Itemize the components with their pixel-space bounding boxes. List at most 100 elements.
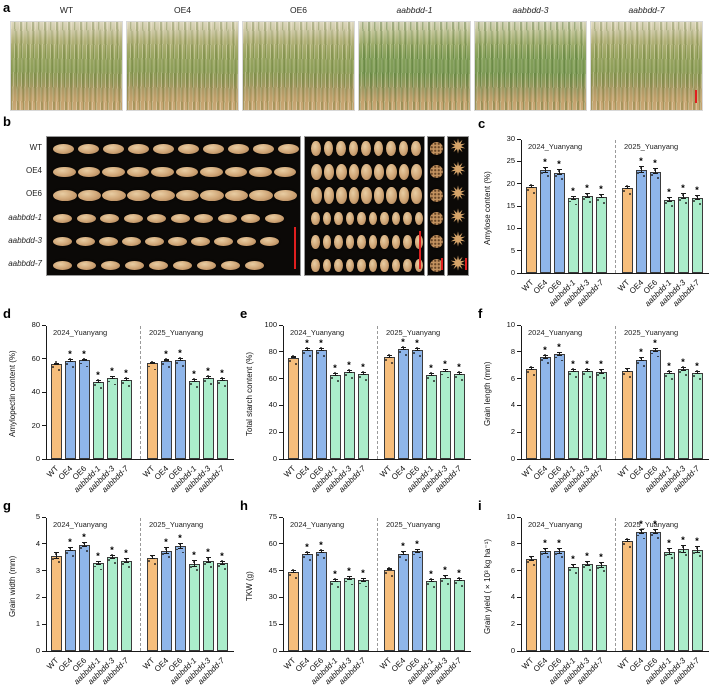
data-point-dot bbox=[651, 352, 653, 355]
data-point-dot bbox=[388, 566, 390, 569]
data-point-dot bbox=[679, 371, 681, 374]
error-bar-cap-bottom bbox=[694, 198, 700, 200]
bar-aabbdd-1 bbox=[567, 370, 579, 459]
bar-OE4 bbox=[64, 360, 76, 459]
plot-area: 0 1 2 3 4 5 2024_Yuanyang * * * * * 2025_Yuanyang * * *… bbox=[36, 512, 234, 655]
error-bar bbox=[586, 561, 588, 566]
y-tick-label: 15 bbox=[268, 619, 277, 629]
wheat-grain bbox=[311, 187, 322, 204]
significance-asterisk: * bbox=[401, 337, 405, 349]
field-photo bbox=[474, 21, 587, 111]
wheat-grain bbox=[214, 237, 233, 247]
significance-asterisk: * bbox=[347, 566, 351, 578]
group-divider bbox=[140, 518, 141, 651]
wheat-grain bbox=[175, 166, 198, 178]
data-point-dot bbox=[413, 553, 415, 556]
wheat-grain bbox=[334, 211, 343, 226]
wheat-grain bbox=[194, 214, 213, 224]
data-point-dot bbox=[637, 362, 639, 364]
data-point-dot bbox=[385, 571, 387, 574]
significance-asterisk: * bbox=[110, 544, 114, 556]
error-bar bbox=[558, 170, 560, 175]
wheat-grain bbox=[170, 214, 190, 224]
group-title: 2024_Yuanyang bbox=[528, 520, 583, 529]
wheat-grain bbox=[99, 237, 118, 247]
data-point-dot bbox=[128, 565, 130, 568]
data-point-dot bbox=[100, 568, 102, 571]
data-point-dot bbox=[665, 375, 667, 378]
panel-letter-c: c bbox=[478, 116, 486, 131]
wheat-grain bbox=[411, 163, 422, 180]
group-title: 2025_Yuanyang bbox=[624, 520, 679, 529]
wheat-grain bbox=[224, 166, 247, 178]
grain-row-label: aabbdd-7 bbox=[8, 259, 42, 269]
data-point-dot bbox=[699, 555, 701, 557]
data-point-dot bbox=[309, 559, 311, 561]
error-bar-cap-bottom bbox=[428, 581, 434, 583]
data-point-dot bbox=[461, 585, 463, 588]
wheat-grain bbox=[386, 141, 396, 157]
scale-bar bbox=[695, 90, 697, 103]
bar-aabbdd-7 bbox=[691, 197, 703, 273]
wheat-grain bbox=[53, 143, 74, 154]
wheat-grain bbox=[151, 189, 175, 202]
error-bar-cap-top bbox=[163, 547, 169, 549]
bar-WT bbox=[50, 364, 62, 459]
grain-row-label: aabbdd-1 bbox=[8, 212, 42, 222]
bar-aabbdd-1 bbox=[663, 373, 675, 459]
data-point-dot bbox=[151, 554, 153, 557]
error-bar bbox=[640, 167, 642, 173]
wheat-grain bbox=[103, 143, 124, 154]
significance-asterisk: * bbox=[585, 182, 589, 194]
wheat-grain bbox=[322, 211, 331, 226]
error-bar-cap-top bbox=[53, 362, 59, 364]
star-section-row bbox=[448, 230, 468, 253]
y-tick-mark bbox=[517, 596, 521, 598]
data-point-dot bbox=[637, 534, 639, 537]
data-point-dot bbox=[558, 351, 560, 354]
significance-asterisk: * bbox=[653, 338, 657, 350]
data-point-dot bbox=[125, 557, 127, 560]
data-point-dot bbox=[682, 366, 684, 369]
error-bar bbox=[544, 548, 546, 554]
data-point-dot bbox=[97, 560, 99, 563]
data-point-dot bbox=[558, 169, 560, 172]
bar-aabbdd-1 bbox=[567, 198, 579, 273]
wheat-grain bbox=[322, 235, 331, 249]
significance-asterisk: * bbox=[585, 550, 589, 562]
error-bar bbox=[221, 561, 223, 565]
field-photo-label: aabbdd-1 bbox=[396, 5, 433, 15]
field-photo-item: WT bbox=[10, 5, 123, 111]
significance-asterisk: * bbox=[347, 359, 351, 371]
y-tick-label: 60 bbox=[268, 538, 277, 548]
error-bar bbox=[544, 168, 546, 173]
data-point-dot bbox=[196, 386, 198, 389]
significance-asterisk: * bbox=[68, 349, 72, 361]
wheat-grain bbox=[200, 166, 223, 178]
data-point-dot bbox=[168, 556, 170, 559]
data-point-dot bbox=[111, 554, 113, 557]
y-tick-mark bbox=[517, 351, 521, 353]
panel-b-grain-images: WT OE4 OE6 aabbdd-1 aabbdd-3 aabbdd-7 bbox=[0, 116, 475, 300]
data-point-dot bbox=[682, 193, 684, 196]
wheat-grain bbox=[391, 211, 400, 226]
error-bar-cap-top bbox=[652, 167, 658, 169]
bar-aabbdd-1 bbox=[329, 580, 341, 651]
wheat-grain bbox=[101, 260, 120, 270]
data-point-dot bbox=[527, 371, 529, 374]
significance-asterisk: * bbox=[585, 358, 589, 370]
y-tick-mark bbox=[42, 324, 46, 326]
error-bar-cap-top bbox=[666, 547, 672, 549]
significance-asterisk: * bbox=[543, 537, 547, 549]
wheat-grain bbox=[373, 187, 384, 204]
wheat-grain bbox=[173, 260, 192, 270]
y-tick-label: 0 bbox=[272, 646, 277, 655]
bar-aabbdd-1 bbox=[567, 566, 579, 651]
bar-OE4 bbox=[635, 169, 647, 273]
data-point-dot bbox=[430, 371, 432, 374]
data-point-dot bbox=[122, 382, 124, 384]
significance-asterisk: * bbox=[557, 159, 561, 171]
y-axis-label: Grain length (mm) bbox=[483, 361, 492, 427]
wheat-grain bbox=[77, 260, 96, 270]
error-bar-cap-bottom bbox=[95, 563, 101, 565]
